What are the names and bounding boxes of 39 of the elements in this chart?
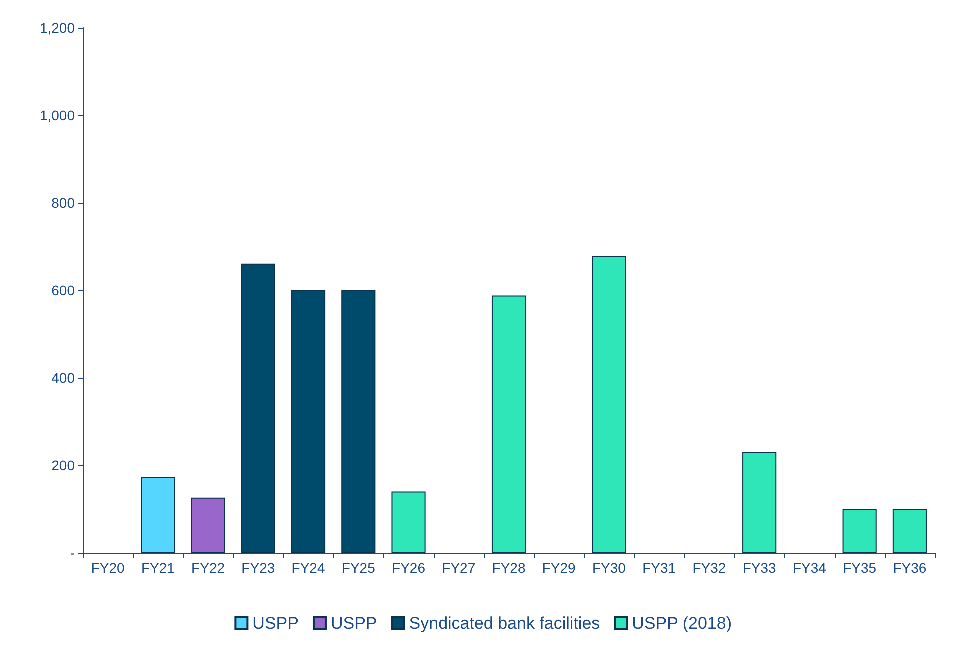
y-tick-label: 800 — [52, 195, 76, 211]
x-tick-label: FY29 — [542, 560, 576, 576]
legend-label: Syndicated bank facilities — [409, 614, 600, 633]
y-tick-label: 1,200 — [40, 20, 76, 36]
x-tick-label: FY24 — [292, 560, 326, 576]
legend-label: USPP — [330, 614, 378, 633]
x-tick-label: FY30 — [592, 560, 626, 576]
bar — [141, 477, 176, 553]
bar — [191, 498, 226, 553]
x-tick-label: FY28 — [492, 560, 526, 576]
bar — [342, 290, 376, 553]
bar — [742, 452, 777, 553]
bar — [592, 256, 626, 553]
y-tick-label: 1,000 — [40, 108, 76, 124]
x-tick-label: FY33 — [742, 560, 777, 576]
bar — [892, 509, 927, 553]
x-tick-label: FY23 — [242, 560, 276, 576]
bar — [241, 264, 276, 553]
y-tick-label: 400 — [52, 370, 76, 386]
x-tick-label: FY21 — [141, 560, 176, 576]
x-tick-label: FY25 — [342, 560, 376, 576]
y-tick-label: - — [70, 545, 76, 561]
y-tick-label: 200 — [52, 458, 76, 474]
x-tick-label: FY26 — [392, 560, 426, 576]
legend-label: USPP (2018) — [632, 614, 732, 633]
x-tick-label: FY35 — [843, 560, 877, 576]
bar — [392, 492, 426, 553]
x-tick-label: FY20 — [91, 560, 125, 576]
bar — [492, 296, 526, 553]
y-tick-label: 600 — [52, 282, 76, 298]
x-tick-label: FY31 — [642, 560, 676, 576]
x-tick-label: FY32 — [692, 560, 726, 576]
x-tick-label: FY34 — [792, 560, 827, 576]
x-tick-label: FY27 — [442, 560, 476, 576]
x-tick-label: FY22 — [192, 560, 226, 576]
bar — [291, 290, 326, 553]
x-tick-label: FY36 — [893, 560, 927, 576]
legend-label: USPP — [252, 614, 299, 633]
bar — [842, 509, 877, 553]
